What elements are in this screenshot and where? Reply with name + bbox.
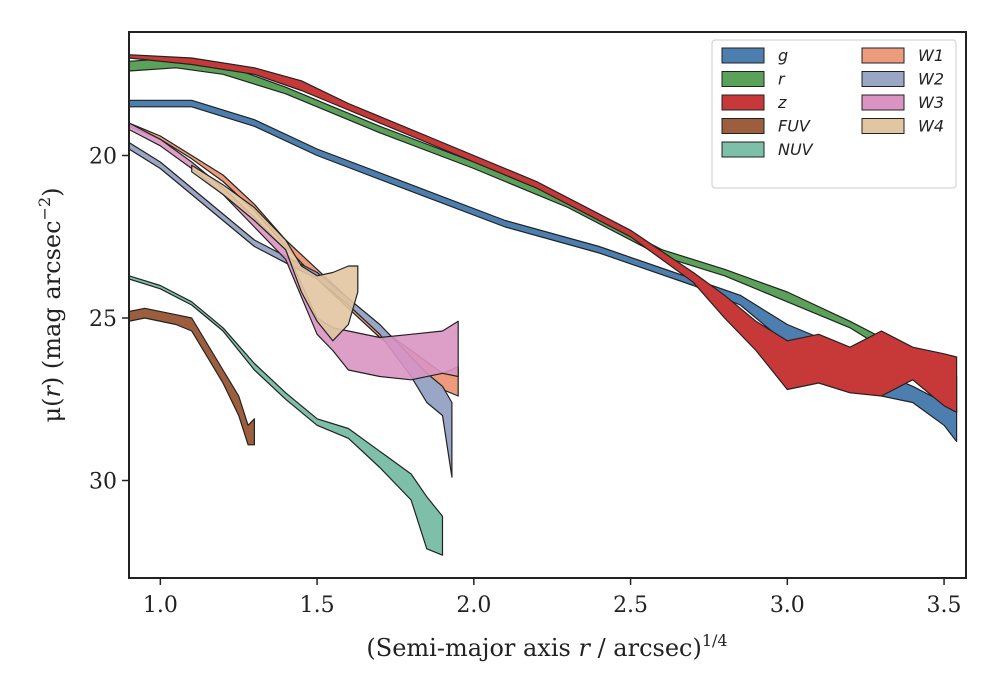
y-tick-label: 30 bbox=[89, 470, 117, 495]
band-w4 bbox=[191, 164, 359, 342]
y-axis-label: μ(r) (mag arcsec−2) bbox=[35, 187, 66, 422]
legend-label-w4: W4 bbox=[918, 117, 944, 136]
legend-label-w1: W1 bbox=[918, 46, 944, 65]
legend-label-fuv: FUV bbox=[778, 117, 811, 136]
legend-swatch-nuv bbox=[721, 141, 765, 158]
band-nuv bbox=[129, 275, 444, 556]
x-tick-label: 2.5 bbox=[613, 593, 648, 618]
legend-swatch-g bbox=[721, 47, 765, 64]
legend: grz FUV NUV W1 W2 W3 W4 bbox=[711, 39, 957, 189]
band-w2 bbox=[129, 141, 453, 478]
x-tick-label: 1.0 bbox=[143, 593, 178, 618]
legend-swatch-fuv bbox=[721, 118, 765, 134]
y-tick-label: 25 bbox=[89, 307, 117, 332]
x-axis-label: (Semi-major axis r / arcsec)1/4 bbox=[366, 631, 727, 662]
x-axis: 1.0 1.5 2.0 2.5 3.0 3.5 bbox=[143, 578, 962, 618]
band-z bbox=[129, 54, 958, 413]
legend-label-nuv: NUV bbox=[778, 140, 814, 159]
legend-label-w3: W3 bbox=[918, 93, 944, 112]
legend-label-g: g bbox=[778, 46, 788, 65]
band-g bbox=[129, 99, 958, 443]
legend-swatch-w3 bbox=[861, 94, 905, 111]
series-bands bbox=[129, 54, 958, 556]
y-tick-label: 20 bbox=[89, 145, 117, 170]
plot-frame bbox=[128, 31, 967, 579]
legend-swatch-z bbox=[721, 94, 765, 111]
legend-swatch-w1 bbox=[861, 47, 905, 64]
x-tick-label: 3.0 bbox=[770, 593, 805, 618]
x-tick-label: 1.5 bbox=[300, 593, 335, 618]
band-fuv bbox=[129, 307, 255, 446]
x-tick-label: 2.0 bbox=[456, 593, 491, 618]
y-axis: 20 25 30 bbox=[89, 145, 129, 495]
legend-label-w2: W2 bbox=[918, 70, 944, 89]
legend-swatch-r bbox=[721, 71, 765, 87]
legend-swatch-w4 bbox=[861, 118, 905, 134]
legend-label-z: z bbox=[777, 93, 787, 112]
x-tick-label: 3.5 bbox=[927, 593, 962, 618]
legend-swatch-w2 bbox=[861, 71, 905, 87]
legend-label-r: r bbox=[778, 70, 786, 89]
